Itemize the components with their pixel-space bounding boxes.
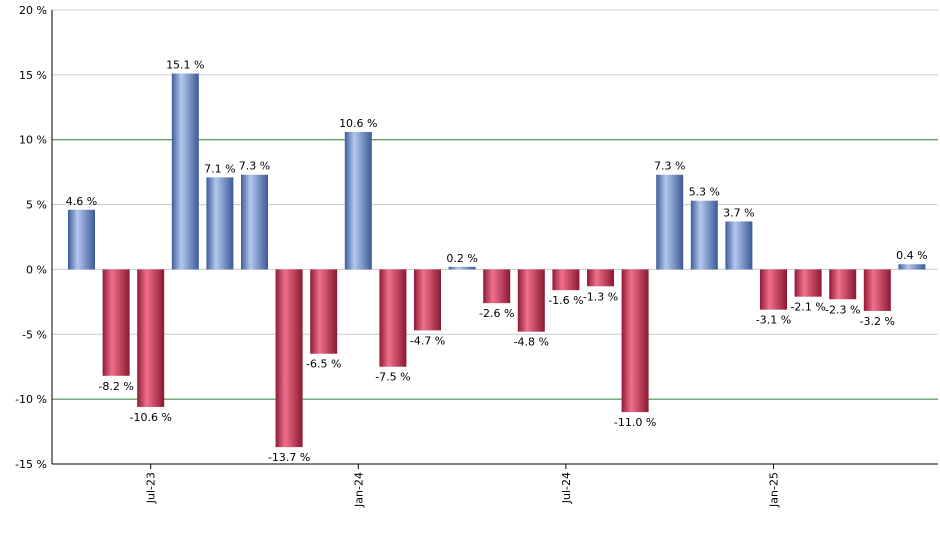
bar [690,200,718,270]
bar [414,269,441,331]
bar [725,221,753,270]
bar [379,269,407,367]
bar [171,73,199,270]
y-tick-label: -5 % [22,328,47,341]
bar [621,269,649,413]
bar-value-label: -6.5 % [306,358,341,371]
y-tick-label: 20 % [19,4,47,17]
bar-value-label: -7.5 % [375,371,410,384]
bar [898,264,926,270]
y-tick-label: 0 % [26,263,47,276]
bar-value-label: 0.4 % [896,249,927,262]
bar [483,269,511,304]
axes: 20 % 15 % 10 % 5 % 0 % -5 % -10 % -15 % Jul-23 Ja… [15,4,938,508]
bar-value-label: -8.2 % [98,380,133,393]
y-tick-label: 15 % [19,69,47,82]
bar-value-label: -2.1 % [790,301,825,314]
bar-value-label: -10.6 % [129,411,171,424]
bar [517,269,545,332]
x-tick-label: Jul-23 [145,472,158,504]
bar [68,209,95,270]
y-tick-label: -10 % [15,393,47,406]
bar-value-label: 7.3 % [654,160,685,173]
bar [241,174,268,270]
bar-value-label: 3.7 % [723,206,754,219]
bar-value-label: 7.1 % [204,162,235,175]
bar [829,269,857,300]
bar-value-label: 7.3 % [239,160,270,173]
bars [68,73,926,448]
bar-value-label: -4.7 % [410,334,445,347]
bar-value-label: 15.1 % [166,59,204,72]
x-tick-label: Jul-24 [560,472,573,504]
bar-value-label: 4.6 % [66,195,97,208]
bar-value-label: -11.0 % [614,416,656,429]
bar [206,177,234,270]
bar [102,269,130,376]
bar [863,269,891,311]
bar [344,131,372,270]
bar [587,269,614,287]
bar-value-label: -1.3 % [583,290,618,303]
data-labels: 4.6 % -8.2 % -10.6 % 15.1 % 7.1 % 7.3 % -13.7 … [66,59,928,465]
bar-value-label: 10.6 % [339,117,377,130]
bar [760,269,787,310]
bar [275,269,303,448]
bar-value-label: -2.3 % [825,303,860,316]
bar [794,269,822,297]
bar-value-label: -1.6 % [548,294,583,307]
bar-value-label: 0.2 % [446,252,477,265]
y-tick-label: -15 % [15,458,47,471]
bar-value-label: -3.2 % [860,315,895,328]
bar [137,269,165,407]
bar [552,269,580,291]
bar [448,266,476,270]
x-tick-label: Jan-24 [352,472,365,508]
bar-value-label: -4.8 % [514,336,549,349]
y-tick-label: 10 % [19,134,47,147]
bar [656,174,684,270]
bar-value-label: -2.6 % [479,307,514,320]
x-tick-label: Jan-25 [768,472,781,508]
bar-value-label: -3.1 % [756,314,791,327]
bar [310,269,338,354]
bar-value-label: 5.3 % [689,186,720,199]
y-tick-label: 5 % [26,199,47,212]
bar-value-label: -13.7 % [268,451,310,464]
